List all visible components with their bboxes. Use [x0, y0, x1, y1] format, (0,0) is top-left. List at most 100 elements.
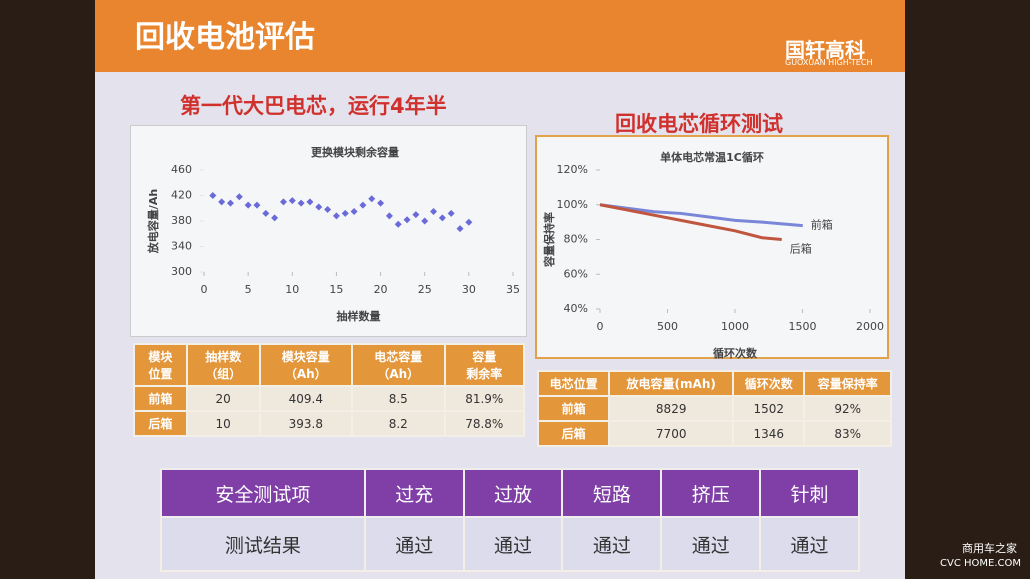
table-header: 过放 — [462, 468, 564, 518]
point — [377, 199, 385, 207]
chart-title: 单体电芯常温1C循环 — [660, 150, 764, 164]
x-tick-label: 25 — [418, 283, 432, 296]
point — [209, 192, 217, 199]
table-cell: 7700 — [608, 420, 735, 447]
point — [412, 211, 420, 219]
point — [341, 209, 349, 217]
point — [235, 193, 243, 201]
table-cell: 通过 — [462, 516, 564, 572]
table-cell: 通过 — [561, 516, 663, 572]
y-tick-label: 40% — [564, 302, 588, 315]
point — [394, 220, 402, 228]
table-cell: 8.5 — [351, 385, 446, 412]
point — [244, 201, 252, 209]
point — [456, 225, 464, 233]
section-title: 第一代大巴电芯，运行4年半 — [180, 94, 447, 118]
watermark: 商用车之家 — [962, 542, 1017, 555]
y-tick-label: 120% — [557, 163, 588, 176]
table-cell: 8829 — [608, 395, 735, 422]
point — [279, 198, 287, 206]
x-tick-label: 30 — [462, 283, 476, 296]
table-cell: 1346 — [732, 420, 806, 447]
y-axis-label: 容量保持率 — [542, 212, 556, 268]
point — [332, 212, 340, 220]
x-tick-label: 5 — [245, 283, 252, 296]
table-header: 安全测试项 — [160, 468, 366, 518]
chart-title: 更换模块剩余容量 — [311, 145, 399, 159]
table-cell: 20 — [185, 385, 261, 412]
table-header: 模块 位置 — [133, 343, 188, 387]
table-cell: 83% — [803, 420, 892, 447]
table: 模块 位置 抽样数 （组） 模块容量 （Ah） 电芯容量 （Ah） 容量 剩余率 前箱 20… — [133, 343, 525, 437]
x-tick-label: 20 — [374, 283, 388, 296]
table-cell: 81.9% — [443, 385, 525, 412]
table-header: 过充 — [363, 468, 465, 518]
table-cell: 后箱 — [133, 410, 188, 437]
table-header: 挤压 — [660, 468, 762, 518]
table: 安全测试项 过充 过放 短路 挤压 针刺 测试结果 通过 通过 通过 通过 通过 — [160, 468, 860, 572]
point — [430, 207, 438, 215]
point — [226, 199, 234, 207]
table-cell: 后箱 — [536, 420, 611, 447]
line — [599, 203, 782, 241]
point — [271, 214, 279, 222]
point — [262, 209, 270, 217]
watermark: CVC HOME.COM — [940, 558, 1021, 569]
point — [297, 199, 305, 207]
x-tick-label: 500 — [657, 320, 678, 333]
point — [465, 218, 473, 226]
y-axis-label: 放电容量/Ah — [146, 189, 160, 254]
table: 电芯位置 放电容量(mAh) 循环次数 容量保持率 前箱 8829 1502 92% 后箱 770… — [536, 370, 892, 447]
y-tick-label: 300 — [171, 265, 192, 278]
y-tick-label: 340 — [171, 240, 192, 253]
x-axis-label: 循环次数 — [713, 346, 758, 360]
table-cell: 通过 — [759, 516, 860, 572]
table-header: 容量 剩余率 — [443, 343, 525, 387]
x-tick-label: 15 — [329, 283, 343, 296]
x-axis-label: 抽样数量 — [337, 309, 381, 323]
slide-title: 回收电池评估 — [135, 20, 315, 55]
logo-sub: GUOXUAN HIGH-TECH — [785, 58, 873, 67]
table-cell: 测试结果 — [160, 516, 366, 572]
x-tick-label: 35 — [506, 283, 520, 296]
x-tick-label: 2000 — [856, 320, 884, 333]
table-cell: 393.8 — [258, 410, 354, 437]
x-tick-label: 1500 — [789, 320, 817, 333]
line — [599, 203, 803, 228]
point — [350, 207, 358, 215]
y-tick-label: 460 — [171, 163, 192, 176]
table-header: 循环次数 — [732, 370, 806, 397]
table-cell: 409.4 — [258, 385, 354, 412]
y-tick-label: 100% — [557, 198, 588, 211]
header-bar — [95, 0, 905, 72]
x-tick-label: 10 — [285, 283, 299, 296]
table-header: 抽样数 （组） — [185, 343, 261, 387]
series-label: 后箱 — [790, 242, 812, 256]
table-cell: 8.2 — [351, 410, 446, 437]
table-header: 针刺 — [759, 468, 860, 518]
point — [447, 209, 455, 217]
table-cell: 10 — [185, 410, 261, 437]
y-tick-label: 420 — [171, 189, 192, 202]
table-cell: 前箱 — [133, 385, 188, 412]
point — [288, 197, 296, 205]
table-header: 容量保持率 — [803, 370, 892, 397]
point — [324, 206, 332, 214]
point — [315, 203, 323, 211]
y-tick-label: 60% — [564, 267, 588, 280]
point — [253, 201, 261, 209]
table-cell: 92% — [803, 395, 892, 422]
series-label: 前箱 — [811, 218, 833, 232]
y-tick-label: 380 — [171, 214, 192, 227]
chart-box — [535, 135, 889, 359]
x-tick-label: 0 — [201, 283, 208, 296]
table-header: 模块容量 （Ah） — [258, 343, 354, 387]
point — [368, 195, 376, 203]
x-tick-label: 0 — [597, 320, 604, 333]
table-cell: 1502 — [732, 395, 806, 422]
table-header: 短路 — [561, 468, 663, 518]
point — [438, 214, 446, 222]
point — [359, 201, 367, 209]
